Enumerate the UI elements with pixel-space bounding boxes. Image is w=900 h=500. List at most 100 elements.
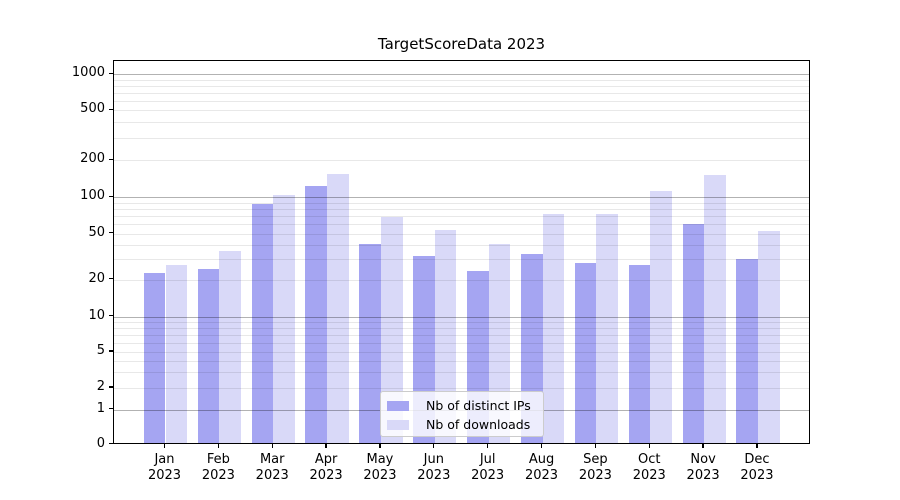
x-tick-mark xyxy=(379,444,381,448)
gridline-minor xyxy=(114,334,809,336)
x-tick-label: Apr 2023 xyxy=(309,452,343,483)
bar-downloads xyxy=(596,213,618,443)
x-tick-label: Aug 2023 xyxy=(524,452,559,483)
bar-distinct-ips xyxy=(359,244,381,443)
bar-downloads xyxy=(273,195,295,443)
gridline-minor xyxy=(114,79,809,81)
gridline-minor xyxy=(114,259,809,261)
x-tick-mark xyxy=(756,444,758,448)
legend-swatch-downloads xyxy=(387,419,409,430)
y-tick-mark xyxy=(109,442,113,445)
legend-swatch-distinct-ips xyxy=(387,400,409,411)
plot-area xyxy=(113,60,810,444)
bar-downloads xyxy=(327,174,349,443)
y-tick-label: 0 xyxy=(96,435,105,451)
x-tick-label: Nov 2023 xyxy=(686,452,720,483)
bar-downloads xyxy=(650,191,672,443)
y-tick-label: 100 xyxy=(80,188,105,204)
y-tick-mark xyxy=(109,72,113,74)
bar-downloads xyxy=(704,175,726,443)
bar-downloads xyxy=(165,264,188,443)
y-tick-mark xyxy=(109,158,113,160)
bar-downloads xyxy=(380,217,403,443)
bar-downloads xyxy=(542,213,565,443)
bar-downloads xyxy=(434,229,457,443)
bar-distinct-ips xyxy=(197,268,220,443)
x-tick-label: Feb 2023 xyxy=(201,452,235,483)
gridline-minor xyxy=(114,279,809,281)
gridline-minor xyxy=(114,322,809,324)
gridline-minor xyxy=(114,160,809,162)
y-tick-mark xyxy=(109,386,113,388)
y-tick-label: 10 xyxy=(88,307,105,323)
gridline-minor xyxy=(114,342,809,344)
x-tick-mark xyxy=(433,444,435,448)
y-tick-label: 500 xyxy=(80,101,105,117)
gridline-minor xyxy=(114,360,809,362)
x-tick-label: Mar 2023 xyxy=(255,452,289,483)
gridline-minor xyxy=(114,85,809,87)
y-tick-label: 1 xyxy=(96,400,105,416)
x-tick-label: Dec 2023 xyxy=(740,452,774,483)
legend-item: Nb of downloads xyxy=(381,415,543,434)
x-tick-mark xyxy=(325,444,327,448)
gridline-minor xyxy=(114,372,809,374)
gridline-minor xyxy=(114,138,809,140)
x-tick-mark xyxy=(217,444,220,448)
x-tick-mark xyxy=(702,444,704,448)
y-tick-label: 1000 xyxy=(71,65,105,81)
gridline-major xyxy=(114,316,809,318)
x-tick-label: Jul 2023 xyxy=(471,452,505,483)
y-tick-label: 200 xyxy=(80,151,105,167)
bar-distinct-ips xyxy=(736,259,758,443)
y-tick-mark xyxy=(109,108,113,110)
x-tick-mark xyxy=(540,444,543,448)
legend: Nb of distinct IPs Nb of downloads xyxy=(380,391,544,437)
y-tick-mark xyxy=(109,315,113,317)
y-tick-label: 20 xyxy=(88,270,105,286)
y-tick-label: 5 xyxy=(96,343,105,358)
legend-label: Nb of downloads xyxy=(426,417,531,432)
gridline-major xyxy=(114,74,809,76)
bar-downloads xyxy=(219,251,241,443)
bar-distinct-ips xyxy=(143,273,166,443)
gridline-minor xyxy=(114,122,809,124)
x-tick-mark xyxy=(486,444,489,448)
gridline-minor xyxy=(114,388,809,389)
y-tick-mark xyxy=(109,408,113,410)
legend-item: Nb of distinct IPs xyxy=(381,396,543,415)
x-tick-mark xyxy=(594,444,597,448)
y-tick-label: 2 xyxy=(96,379,105,394)
legend-label: Nb of distinct IPs xyxy=(426,398,531,413)
x-tick-mark xyxy=(648,444,650,448)
gridline-minor xyxy=(114,233,809,235)
x-tick-mark xyxy=(271,444,273,448)
bar-distinct-ips xyxy=(251,204,274,443)
bar-downloads xyxy=(757,230,780,443)
gridline-minor xyxy=(114,110,809,112)
x-tick-mark xyxy=(163,444,166,448)
gridline-minor xyxy=(114,244,809,246)
x-tick-label: Jan 2023 xyxy=(147,452,182,483)
bar-distinct-ips xyxy=(305,185,328,443)
y-tick-label: 50 xyxy=(88,224,105,240)
x-tick-label: Oct 2023 xyxy=(632,452,666,483)
y-tick-mark xyxy=(109,278,113,280)
gridline-minor xyxy=(114,208,809,210)
y-tick-mark xyxy=(109,350,113,352)
bar-distinct-ips xyxy=(574,262,597,443)
gridline-minor xyxy=(114,100,809,102)
x-tick-label: Sep 2023 xyxy=(578,452,612,483)
x-tick-label: May 2023 xyxy=(363,452,397,483)
gridline-minor xyxy=(114,202,809,204)
bar-distinct-ips xyxy=(682,223,705,443)
bar-distinct-ips xyxy=(628,264,651,443)
y-tick-mark xyxy=(109,195,113,197)
gridline-minor xyxy=(114,328,809,330)
y-tick-mark xyxy=(109,232,113,234)
gridline-major xyxy=(114,197,809,199)
gridline-minor xyxy=(114,224,809,226)
x-tick-label: Jun 2023 xyxy=(417,452,451,483)
gridline-minor xyxy=(114,352,809,353)
